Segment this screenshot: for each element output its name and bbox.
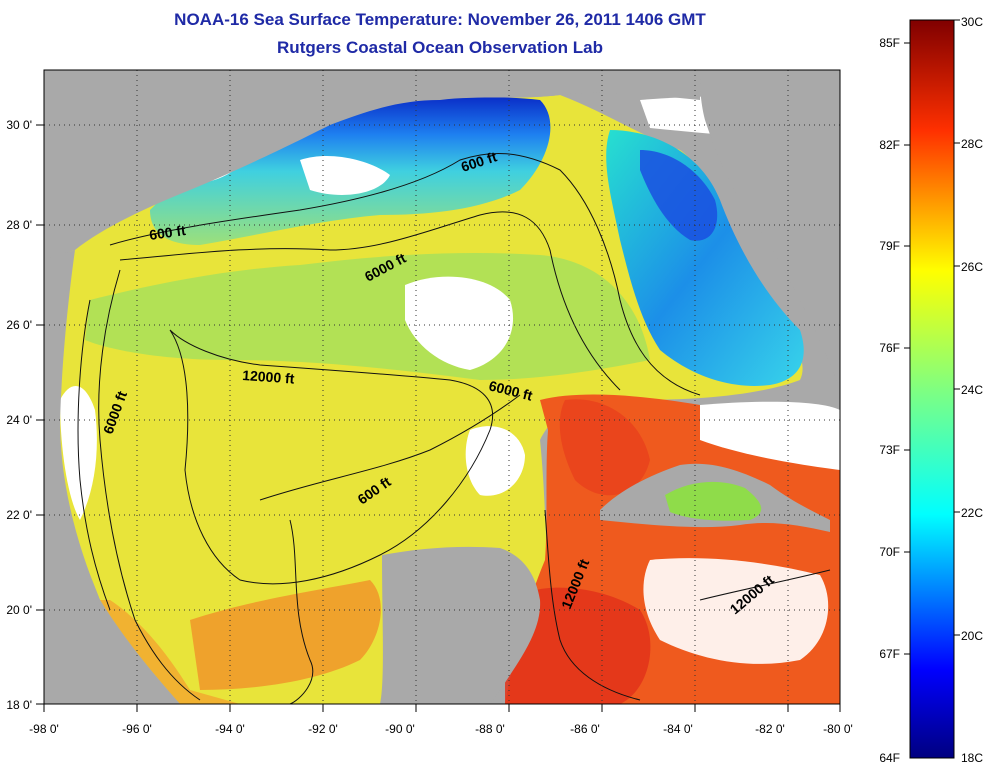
contour-label: 12000 ft <box>242 367 295 387</box>
contour-600ft-south <box>259 394 521 501</box>
longitude-tick-label: -90 0' <box>385 722 415 736</box>
colorbar-label-celsius: 26C <box>961 260 983 274</box>
western-shelf-warm-band <box>100 600 240 704</box>
latitude-tick-label: 28 0' <box>6 218 32 232</box>
mid-gulf-green-band <box>85 253 650 380</box>
map-subtitle: Rutgers Coastal Ocean Observation Lab <box>277 38 603 57</box>
yucatan-peninsula-land <box>380 546 541 704</box>
gulf-water-body <box>57 95 803 704</box>
florida-peninsula-land <box>700 70 840 390</box>
latitude-tick-label: 26 0' <box>6 318 32 332</box>
cloud-mask-southeast <box>643 558 829 664</box>
contour-600ft-north <box>109 153 701 396</box>
contour-label: 600 ft <box>148 222 187 243</box>
longitude-tick-label: -94 0' <box>215 722 245 736</box>
colorbar-label-celsius: 28C <box>961 137 983 151</box>
contour-shelf-west <box>77 299 111 611</box>
longitude-tick-label: -86 0' <box>570 722 600 736</box>
latitude-tick-label: 24 0' <box>6 413 32 427</box>
graticule-grid <box>44 70 840 704</box>
map-tick-marks <box>36 124 841 712</box>
colorbar-label-fahrenheit: 64F <box>879 751 900 765</box>
colorbar-label-celsius: 20C <box>961 629 983 643</box>
temperature-colorbar <box>909 19 955 759</box>
florida-nearshore-blue <box>640 150 718 241</box>
very-warm-patch <box>505 587 651 704</box>
contour-6000ft-north <box>119 211 621 391</box>
cloud-mask-central <box>405 276 514 370</box>
cuba-inland-water <box>665 481 762 521</box>
colorbar-label-celsius: 24C <box>961 383 983 397</box>
contour-12000ft-cayman <box>699 569 831 601</box>
bay-of-campeche-warm <box>190 580 381 690</box>
colorbar-label-fahrenheit: 85F <box>879 36 900 50</box>
colorbar-label-fahrenheit: 79F <box>879 239 900 253</box>
longitude-tick-label: -92 0' <box>308 722 338 736</box>
map-frame <box>43 69 841 705</box>
latitude-tick-label: 18 0' <box>6 698 32 712</box>
colorbar-ticks <box>904 19 960 655</box>
cloud-mask-florida-straits <box>700 401 840 470</box>
colorbar-label-fahrenheit: 70F <box>879 545 900 559</box>
longitude-tick-label: -98 0' <box>29 722 59 736</box>
very-warm-patch <box>559 399 650 496</box>
bathymetry-contours <box>77 153 831 704</box>
colorbar-label-fahrenheit: 67F <box>879 647 900 661</box>
colorbar-label-fahrenheit: 76F <box>879 341 900 355</box>
cloud-mask-central <box>465 426 525 496</box>
contour-12000ft <box>169 329 494 585</box>
colorbar-label-fahrenheit: 73F <box>879 443 900 457</box>
northern-coast-land <box>44 70 700 260</box>
longitude-tick-label: -82 0' <box>755 722 785 736</box>
colorbar-label-celsius: 22C <box>961 506 983 520</box>
latitude-tick-label: 20 0' <box>6 603 32 617</box>
longitude-tick-label: -96 0' <box>122 722 152 736</box>
colorbar-label-celsius: 30C <box>961 15 983 29</box>
colorbar-label-fahrenheit: 82F <box>879 138 900 152</box>
map-title: NOAA-16 Sea Surface Temperature: Novembe… <box>174 10 706 29</box>
longitude-tick-label: -88 0' <box>475 722 505 736</box>
longitude-tick-label: -84 0' <box>663 722 693 736</box>
contour-600ft-shelf <box>289 519 313 704</box>
latitude-tick-label: 22 0' <box>6 508 32 522</box>
contour-6000ft-west <box>98 269 201 701</box>
mexico-west-coast-land <box>44 250 180 704</box>
colorbar-label-celsius: 18C <box>961 751 983 765</box>
contour-12000ft-yucatan <box>544 509 641 701</box>
latitude-tick-label: 30 0' <box>6 118 32 132</box>
longitude-tick-label: -80 0' <box>823 722 853 736</box>
